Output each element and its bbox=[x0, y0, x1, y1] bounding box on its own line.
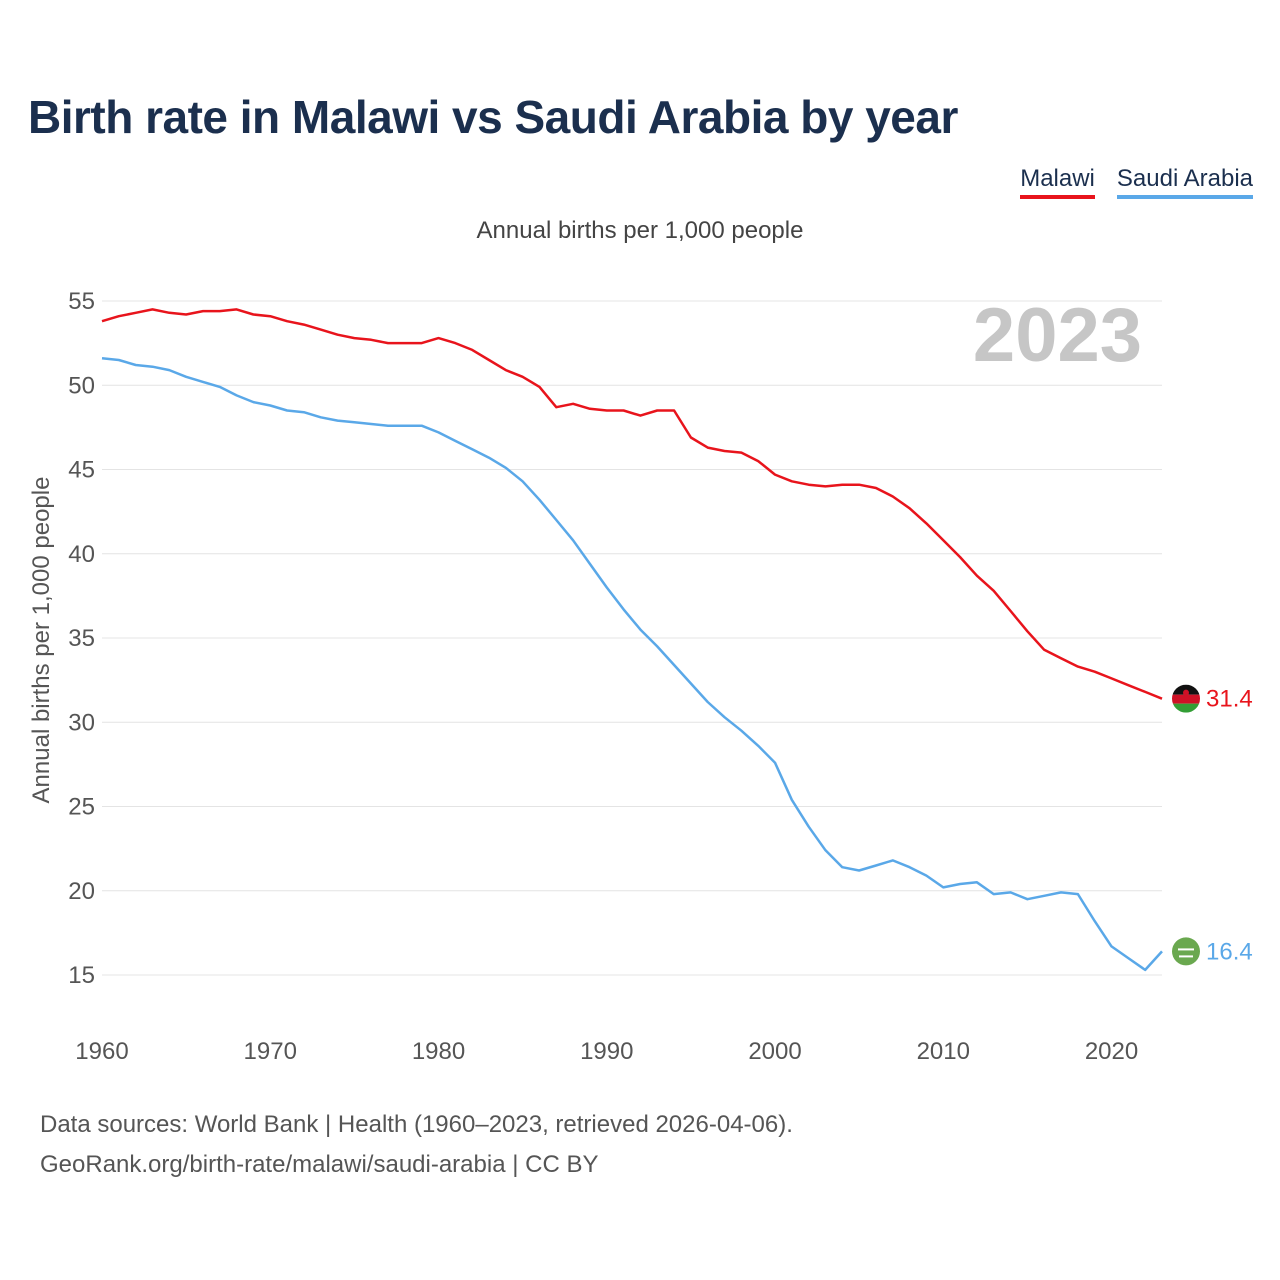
legend: Malawi Saudi Arabia bbox=[1020, 165, 1253, 199]
x-tick-label: 2010 bbox=[917, 1038, 970, 1065]
y-tick-label: 15 bbox=[68, 962, 95, 989]
x-tick-label: 1980 bbox=[412, 1038, 465, 1065]
x-tick-label: 1990 bbox=[580, 1038, 633, 1065]
x-tick-label: 1960 bbox=[75, 1038, 128, 1065]
footer: Data sources: World Bank | Health (1960–… bbox=[40, 1105, 793, 1185]
end-value-label-malawi: 31.4 bbox=[1206, 686, 1253, 713]
x-tick-label: 2020 bbox=[1085, 1038, 1138, 1065]
end-markers: 31.4 16.4 bbox=[1172, 684, 1253, 966]
y-axis-ticks: 15 20 25 30 35 40 45 50 55 bbox=[68, 288, 95, 989]
y-tick-label: 25 bbox=[68, 794, 95, 821]
y-tick-label: 35 bbox=[68, 625, 95, 652]
x-tick-label: 1970 bbox=[244, 1038, 297, 1065]
year-watermark: 2023 bbox=[972, 293, 1142, 378]
y-tick-label: 30 bbox=[68, 709, 95, 736]
chart-subtitle: Annual births per 1,000 people bbox=[476, 217, 804, 244]
series-lines bbox=[101, 308, 1163, 972]
y-tick-label: 50 bbox=[68, 372, 95, 399]
y-tick-label: 20 bbox=[68, 878, 95, 905]
flag-icon-saudi-arabia bbox=[1172, 937, 1200, 966]
grid-lines bbox=[102, 300, 1162, 976]
end-value-label-saudi-arabia: 16.4 bbox=[1206, 938, 1253, 965]
source-url-text: GeoRank.org/birth-rate/malawi/saudi-arab… bbox=[40, 1151, 599, 1178]
legend-item-saudi-arabia[interactable]: Saudi Arabia bbox=[1116, 165, 1253, 199]
y-tick-label: 40 bbox=[68, 541, 95, 568]
x-tick-label: 2000 bbox=[748, 1038, 801, 1065]
y-tick-label: 45 bbox=[68, 457, 95, 484]
series-line-malawi bbox=[101, 308, 1163, 700]
chart-title: Birth rate in Malawi vs Saudi Arabia by … bbox=[28, 91, 958, 143]
flag-icon-malawi bbox=[1172, 684, 1200, 713]
series-line-saudi-arabia bbox=[101, 357, 1163, 972]
y-tick-label: 55 bbox=[68, 288, 95, 315]
legend-item-malawi[interactable]: Malawi bbox=[1020, 165, 1095, 199]
data-source-text: Data sources: World Bank | Health (1960–… bbox=[40, 1111, 793, 1138]
x-axis-ticks: 1960 1970 1980 1990 2000 2010 2020 bbox=[75, 1038, 1138, 1065]
